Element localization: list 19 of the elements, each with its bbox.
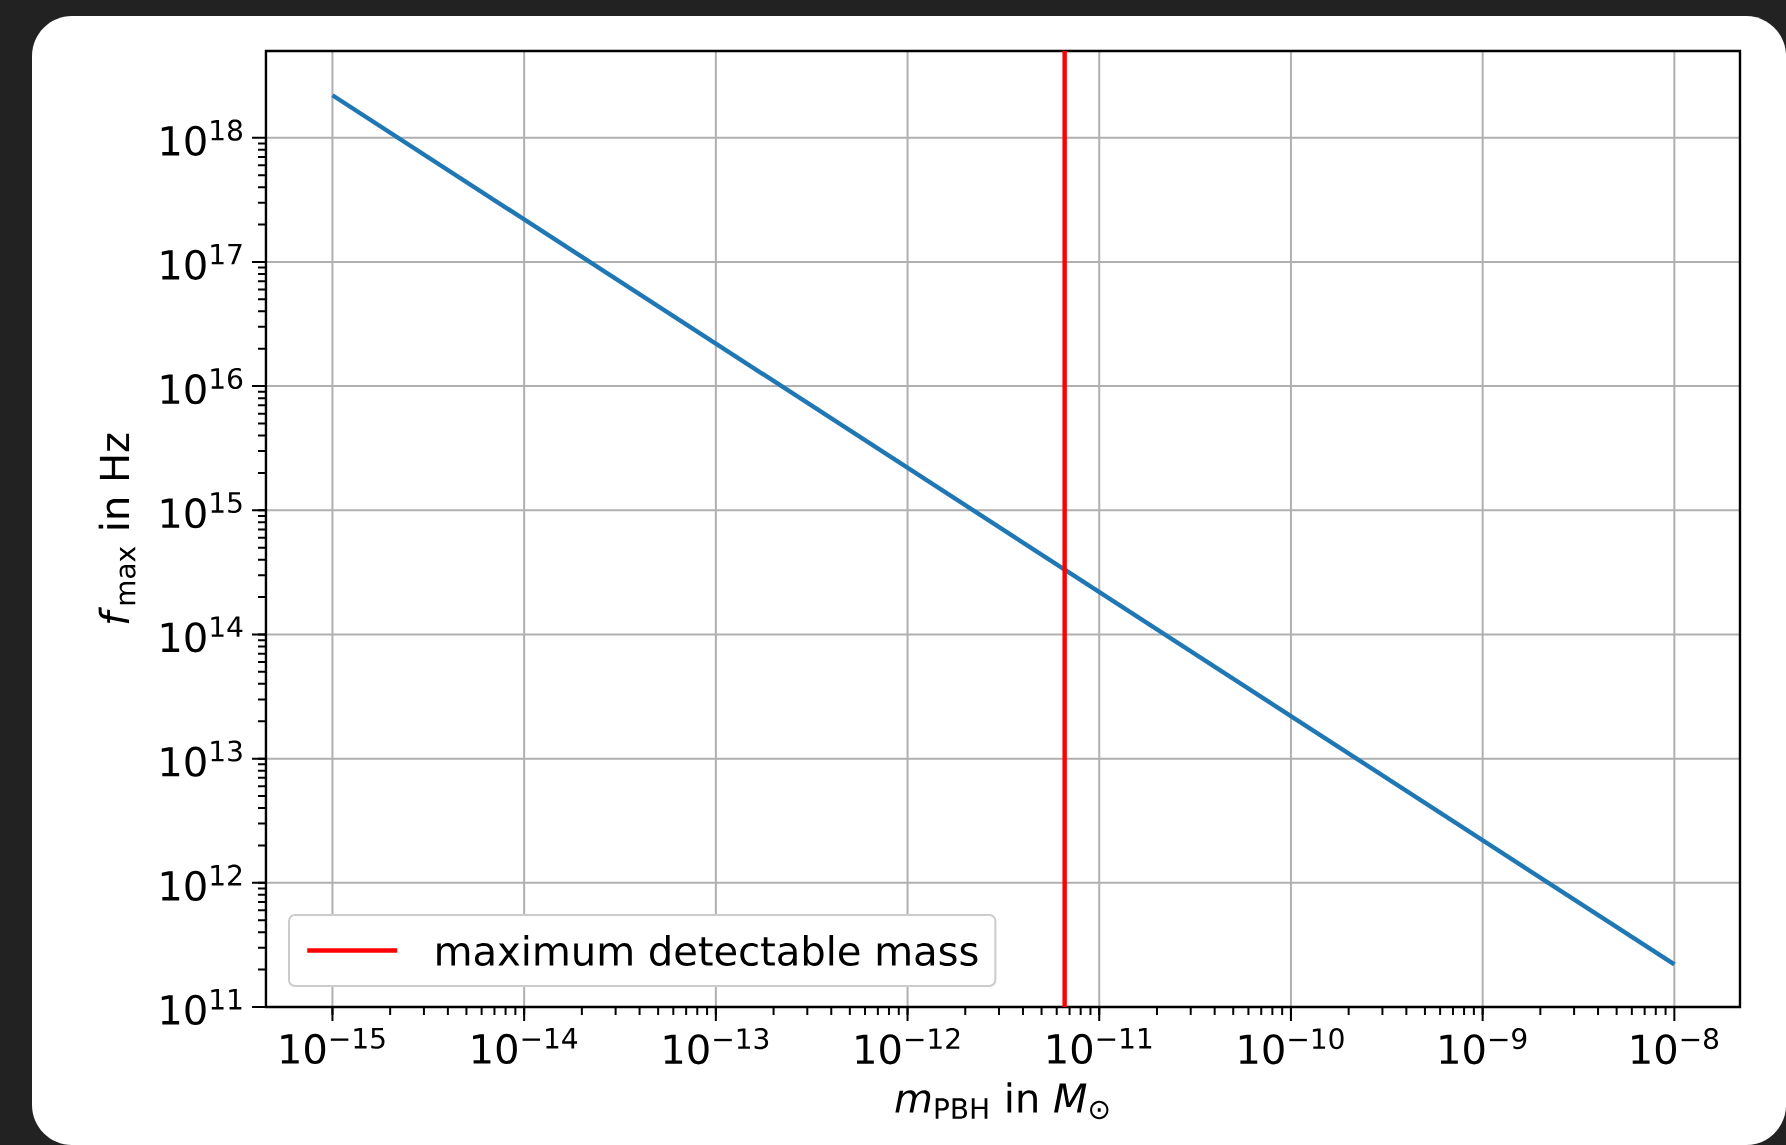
y-tick-label: 10$^{16}$ — [161, 367, 243, 405]
x-tick-label: 10$^{−9}$ — [1440, 1028, 1527, 1065]
x-axis-title: m$_{PBH}$ in M$_{⊙}$ — [895, 1082, 1109, 1120]
y-tick-label: 10$^{18}$ — [161, 119, 242, 156]
x-tick-label: 10$^{−12}$ — [856, 1028, 960, 1065]
y-tick-label: 10$^{14}$ — [161, 616, 243, 653]
y-tick-label: 10$^{13}$ — [161, 740, 242, 777]
ref-line-label: maximum detectable mass — [437, 935, 978, 966]
y-tick-label: 10$^{17}$ — [161, 243, 242, 280]
x-tick-label: 10$^{−13}$ — [664, 1028, 769, 1065]
x-tick-label: 10$^{−10}$ — [1239, 1028, 1344, 1065]
x-tick-label: 10$^{−15}$ — [281, 1028, 385, 1065]
x-tick-label: 10$^{−14}$ — [473, 1028, 578, 1065]
y-tick-label: 10$^{12}$ — [161, 864, 242, 901]
x-tick-label: 10$^{−8}$ — [1632, 1028, 1719, 1065]
y-tick-label: 10$^{15}$ — [161, 492, 242, 529]
x-tick-label: 10$^{−11}$ — [1048, 1028, 1152, 1065]
y-tick-label: 10$^{11}$ — [161, 988, 242, 1025]
y-axis-title: f$_{max}$ in Hz — [98, 433, 136, 624]
